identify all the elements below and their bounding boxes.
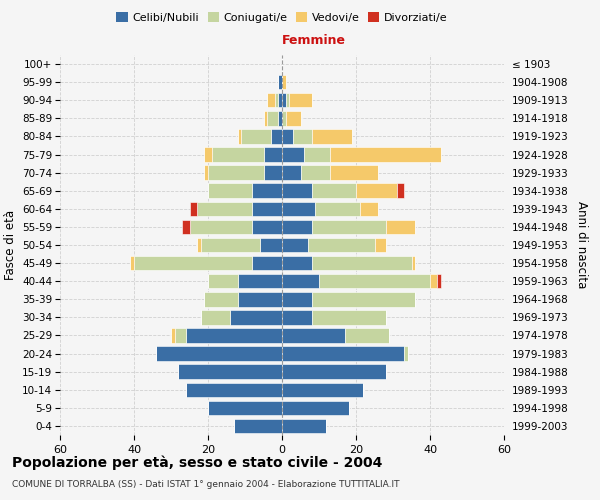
Bar	[156, 346, 282, 361]
Bar	[267, 93, 275, 108]
Bar	[282, 382, 364, 397]
Bar	[204, 166, 208, 180]
Text: Femmine: Femmine	[282, 34, 346, 48]
Bar	[275, 93, 278, 108]
Bar	[304, 148, 330, 162]
Bar	[253, 256, 282, 270]
Bar	[241, 129, 271, 144]
Bar	[282, 184, 311, 198]
Bar	[286, 111, 301, 126]
Bar	[178, 364, 282, 379]
Bar	[278, 75, 282, 90]
Bar	[230, 310, 282, 324]
Bar	[301, 166, 330, 180]
Bar	[430, 274, 437, 288]
Bar	[412, 256, 415, 270]
Bar	[253, 202, 282, 216]
Bar	[200, 310, 230, 324]
Bar	[282, 364, 386, 379]
Bar	[263, 148, 282, 162]
Bar	[190, 220, 253, 234]
Bar	[282, 292, 311, 306]
Bar	[311, 184, 356, 198]
Bar	[278, 93, 282, 108]
Bar	[238, 274, 282, 288]
Bar	[200, 238, 260, 252]
Bar	[374, 238, 386, 252]
Bar	[208, 400, 282, 415]
Bar	[282, 75, 286, 90]
Bar	[263, 166, 282, 180]
Y-axis label: Anni di nascita: Anni di nascita	[575, 202, 588, 288]
Bar	[330, 166, 378, 180]
Bar	[293, 129, 311, 144]
Bar	[282, 93, 286, 108]
Bar	[260, 238, 282, 252]
Bar	[182, 220, 190, 234]
Bar	[311, 292, 415, 306]
Bar	[397, 184, 404, 198]
Bar	[311, 310, 386, 324]
Bar	[190, 202, 197, 216]
Bar	[311, 220, 386, 234]
Bar	[282, 220, 311, 234]
Bar	[212, 148, 263, 162]
Bar	[289, 93, 311, 108]
Bar	[319, 274, 430, 288]
Text: Popolazione per età, sesso e stato civile - 2004: Popolazione per età, sesso e stato civil…	[12, 455, 382, 469]
Bar	[345, 328, 389, 342]
Bar	[330, 148, 441, 162]
Bar	[253, 184, 282, 198]
Bar	[234, 418, 282, 433]
Bar	[311, 129, 352, 144]
Bar	[437, 274, 441, 288]
Bar	[208, 184, 253, 198]
Bar	[286, 93, 289, 108]
Bar	[253, 220, 282, 234]
Bar	[204, 148, 212, 162]
Bar	[271, 129, 282, 144]
Bar	[197, 202, 253, 216]
Bar	[282, 400, 349, 415]
Bar	[282, 328, 345, 342]
Bar	[386, 220, 415, 234]
Bar	[316, 202, 360, 216]
Bar	[238, 292, 282, 306]
Bar	[204, 292, 238, 306]
Bar	[282, 111, 286, 126]
Bar	[404, 346, 408, 361]
Bar	[263, 111, 267, 126]
Bar	[282, 238, 308, 252]
Bar	[282, 274, 319, 288]
Bar	[134, 256, 253, 270]
Bar	[282, 310, 311, 324]
Bar	[186, 328, 282, 342]
Bar	[311, 256, 412, 270]
Bar	[356, 184, 397, 198]
Bar	[282, 202, 316, 216]
Bar	[267, 111, 278, 126]
Bar	[186, 382, 282, 397]
Bar	[282, 166, 301, 180]
Bar	[360, 202, 378, 216]
Bar	[278, 111, 282, 126]
Legend: Celibi/Nubili, Coniugati/e, Vedovi/e, Divorziati/e: Celibi/Nubili, Coniugati/e, Vedovi/e, Di…	[112, 8, 452, 28]
Bar	[175, 328, 186, 342]
Bar	[197, 238, 200, 252]
Bar	[282, 148, 304, 162]
Text: COMUNE DI TORRALBA (SS) - Dati ISTAT 1° gennaio 2004 - Elaborazione TUTTITALIA.I: COMUNE DI TORRALBA (SS) - Dati ISTAT 1° …	[12, 480, 400, 489]
Bar	[171, 328, 175, 342]
Bar	[282, 129, 293, 144]
Y-axis label: Fasce di età: Fasce di età	[4, 210, 17, 280]
Bar	[308, 238, 374, 252]
Bar	[208, 274, 238, 288]
Bar	[282, 346, 404, 361]
Bar	[208, 166, 263, 180]
Bar	[238, 129, 241, 144]
Bar	[282, 418, 326, 433]
Bar	[130, 256, 134, 270]
Bar	[282, 256, 311, 270]
